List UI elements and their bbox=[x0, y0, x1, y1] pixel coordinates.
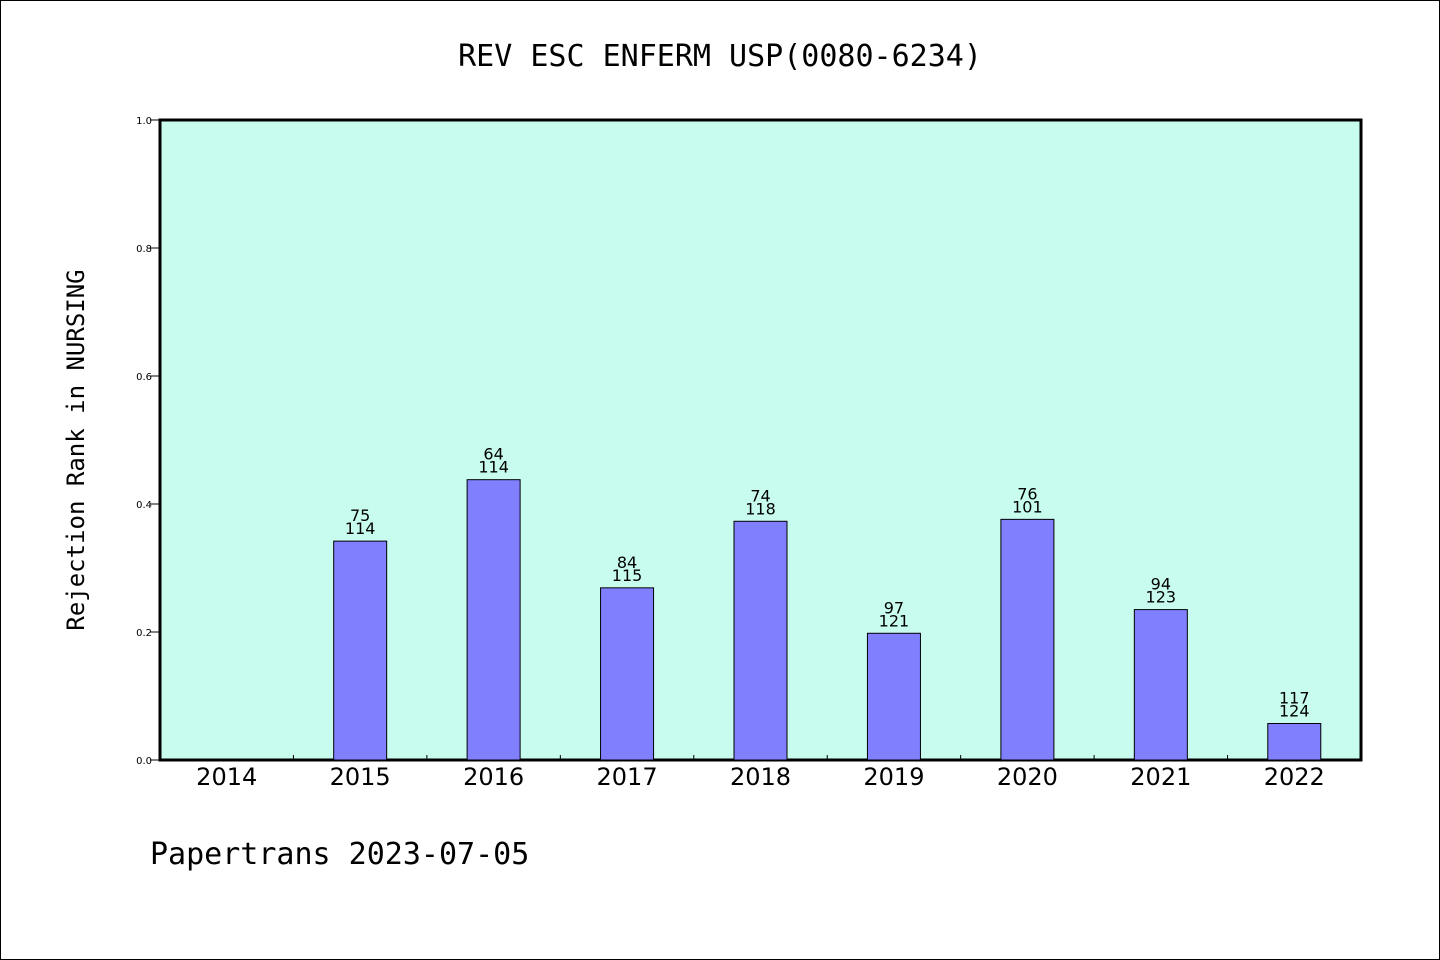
bar-2018 bbox=[733, 520, 788, 761]
bar-total-label: 114 bbox=[478, 458, 509, 477]
bar-2016 bbox=[466, 479, 521, 761]
bar-rank-label: 74 bbox=[750, 486, 770, 505]
bars-group bbox=[333, 479, 1322, 761]
x-tick-label: 2018 bbox=[730, 763, 791, 791]
bar-rank-label: 64 bbox=[483, 445, 503, 464]
y-tick-label: 0.4 bbox=[136, 500, 152, 511]
bar-2019 bbox=[866, 632, 921, 761]
bar-total-label: 114 bbox=[345, 519, 376, 538]
footer-text: Papertrans 2023-07-05 bbox=[150, 837, 529, 872]
bar-2020 bbox=[1000, 518, 1055, 761]
bar-rank-label: 76 bbox=[1017, 484, 1037, 503]
bar-total-label: 121 bbox=[879, 611, 910, 630]
x-tick-label: 2020 bbox=[997, 763, 1058, 791]
x-tick-label: 2015 bbox=[330, 763, 391, 791]
x-axis: 2014 2015 2016 2017 2018 2019 2020 2021 2022 bbox=[196, 755, 1325, 791]
bar-2017 bbox=[600, 587, 655, 761]
bar-total-label: 124 bbox=[1279, 702, 1310, 721]
bar-rank-label: 97 bbox=[884, 598, 904, 617]
y-axis-label: Rejection Rank in NURSING bbox=[62, 269, 90, 630]
y-axis: 0.0 0.2 0.4 0.6 0.8 1.0 bbox=[136, 116, 160, 767]
bar-rank-label: 94 bbox=[1151, 575, 1171, 594]
bar-total-label: 101 bbox=[1012, 497, 1043, 516]
bar-2015 bbox=[333, 540, 388, 761]
bar-2022 bbox=[1267, 723, 1322, 761]
bar-2021 bbox=[1133, 609, 1188, 761]
bar-rank-label: 117 bbox=[1279, 689, 1310, 708]
y-tick-label: 0.8 bbox=[136, 244, 152, 255]
bar-total-label: 118 bbox=[745, 499, 776, 518]
x-tick-label: 2021 bbox=[1130, 763, 1191, 791]
y-tick-label: 1.0 bbox=[136, 116, 152, 127]
x-tick-label: 2019 bbox=[863, 763, 924, 791]
bar-rank-label: 84 bbox=[617, 553, 637, 572]
x-tick-label: 2014 bbox=[196, 763, 257, 791]
x-tick-label: 2022 bbox=[1264, 763, 1325, 791]
data-labels-group: 7511464114841157411897121761019412311712… bbox=[345, 445, 1310, 721]
x-tick-label: 2016 bbox=[463, 763, 524, 791]
y-tick-label: 0.6 bbox=[136, 372, 152, 383]
chart-title: REV ESC ENFERM USP(0080-6234) bbox=[458, 39, 982, 74]
bar-rank-label: 75 bbox=[350, 506, 370, 525]
y-tick-label: 0.2 bbox=[136, 628, 152, 639]
y-tick-label: 0.0 bbox=[136, 756, 152, 767]
bar-total-label: 123 bbox=[1146, 588, 1177, 607]
x-tick-label: 2017 bbox=[597, 763, 658, 791]
bar-total-label: 115 bbox=[612, 566, 643, 585]
